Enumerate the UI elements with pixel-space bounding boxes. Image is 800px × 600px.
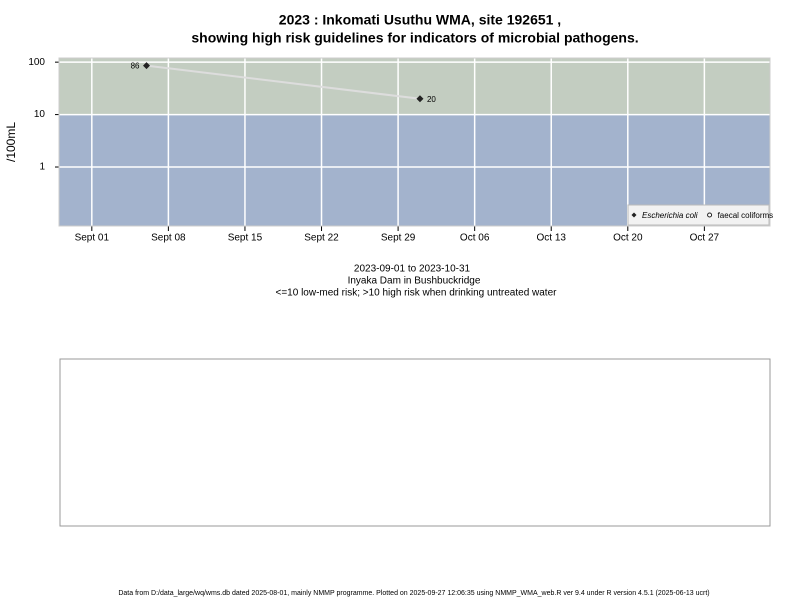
y-tick-label: 1 xyxy=(39,162,45,173)
guideline-note: <=10 low-med risk; >10 high risk when dr… xyxy=(276,288,558,299)
site-name: Inyaka Dam in Bushbuckridge xyxy=(348,276,481,287)
x-tick-label: Sept 22 xyxy=(304,233,339,244)
empty-panel xyxy=(59,358,771,527)
legend-marker xyxy=(707,212,713,218)
x-tick-label: Oct 06 xyxy=(460,233,490,244)
chart-subtitle: showing high risk guidelines for indicat… xyxy=(191,30,638,46)
legend-label: faecal coliforms xyxy=(718,211,774,220)
y-tick-label: 100 xyxy=(28,57,45,68)
series-line xyxy=(146,64,421,100)
footer: Data from D:/data_large/wq/wms.db dated … xyxy=(118,590,709,597)
legend-marker xyxy=(631,212,637,218)
plot-frame xyxy=(58,57,771,227)
data-point xyxy=(143,62,151,70)
x-tick-label: Oct 27 xyxy=(690,233,720,244)
x-tick-label: Oct 20 xyxy=(613,233,643,244)
data-point xyxy=(416,95,424,103)
data-label: 86 xyxy=(131,62,140,71)
x-tick-label: Sept 15 xyxy=(228,233,263,244)
legend-label: Escherichia coli xyxy=(642,211,698,220)
x-tick-label: Sept 29 xyxy=(381,233,416,244)
date-range: 2023-09-01 to 2023-10-31 xyxy=(354,264,471,275)
legend-box xyxy=(627,204,770,226)
x-tick-label: Oct 13 xyxy=(536,233,566,244)
y-tick-label: 10 xyxy=(34,109,46,120)
data-label: 20 xyxy=(427,95,436,104)
y-axis-label: /100mL xyxy=(4,122,18,162)
x-tick-label: Sept 08 xyxy=(151,233,186,244)
band-above xyxy=(59,58,770,115)
chart-title: 2023 : Inkomati Usuthu WMA, site 192651 … xyxy=(279,12,561,28)
x-tick-label: Sept 01 xyxy=(75,233,110,244)
